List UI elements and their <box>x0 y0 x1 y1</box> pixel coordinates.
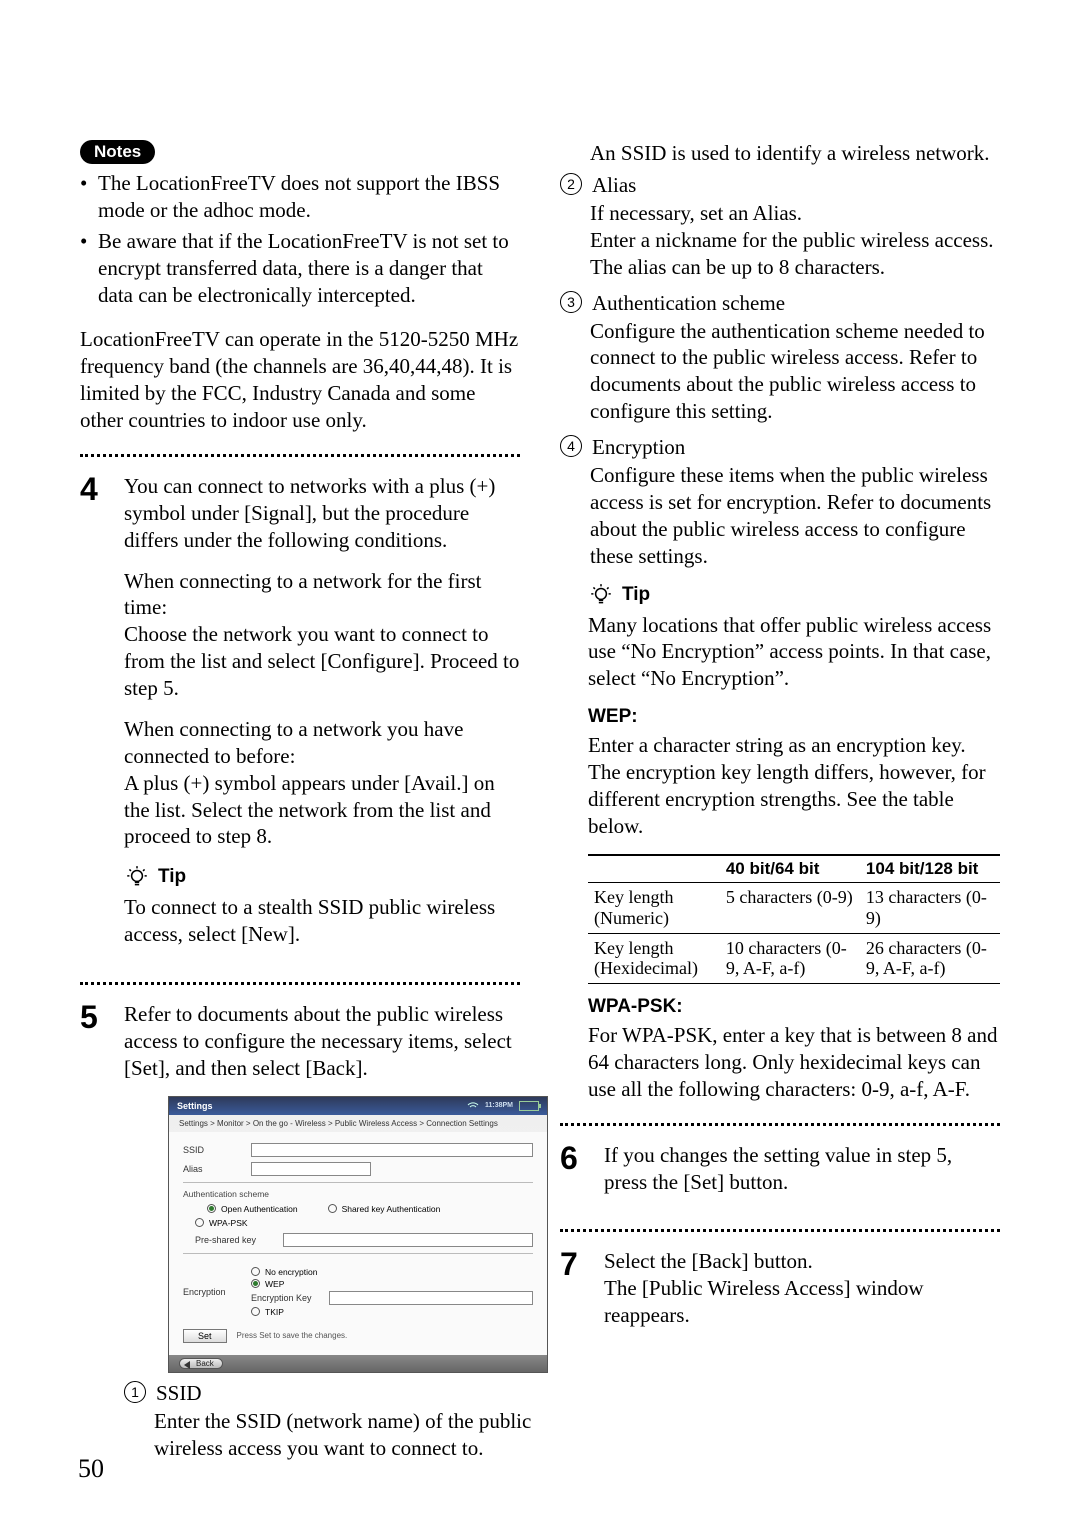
ss-auth-wpa[interactable]: WPA-PSK <box>195 1218 533 1228</box>
ss-auth-open[interactable]: Open Authentication <box>207 1204 298 1214</box>
tip-body: To connect to a stealth SSID public wire… <box>124 894 520 948</box>
step4-first-head: When connecting to a network for the fir… <box>124 568 520 622</box>
step-6: 6 If you changes the setting value in st… <box>560 1142 1000 1210</box>
note-item: The LocationFreeTV does not support the … <box>98 170 520 224</box>
battery-icon <box>519 1101 539 1111</box>
lightbulb-icon <box>588 582 614 608</box>
divider <box>560 1123 1000 1126</box>
table-row: Key length (Numeric) 5 characters (0-9) … <box>588 883 1000 933</box>
ss-titlebar: Settings 11:38PM <box>169 1097 547 1115</box>
ss-enc-wep[interactable]: WEP <box>251 1279 533 1289</box>
step4-intro: You can connect to networks with a plus … <box>124 473 520 554</box>
circled-3: 3 <box>560 291 582 313</box>
ss-enc-none[interactable]: No encryption <box>251 1267 533 1277</box>
ssid-cont: An SSID is used to identify a wireless n… <box>560 140 1000 167</box>
enc-label: Encryption <box>592 435 685 460</box>
ss-ssid-label: SSID <box>183 1145 243 1155</box>
step-4: 4 You can connect to networks with a plu… <box>80 473 520 962</box>
alias-body1: If necessary, set an Alias. <box>560 200 1000 227</box>
step4-before-body: A plus (+) symbol appears under [Avail.]… <box>124 770 520 851</box>
alias-label: Alias <box>592 173 636 198</box>
ss-alias-label: Alias <box>183 1164 243 1174</box>
tip-body-right: Many locations that offer public wireles… <box>560 612 1000 693</box>
step-number: 6 <box>560 1142 584 1210</box>
ss-breadcrumb: Settings > Monitor > On the go - Wireles… <box>169 1115 547 1132</box>
th-104-128: 104 bit/128 bit <box>860 855 1000 883</box>
table-row: Key length (Hexidecimal) 10 characters (… <box>588 933 1000 983</box>
ss-psk-input[interactable] <box>283 1233 533 1247</box>
ssid-label: SSID <box>156 1381 202 1406</box>
ss-back-button[interactable]: Back <box>179 1358 223 1369</box>
wep-body: Enter a character string as an encryptio… <box>560 732 1000 840</box>
divider <box>560 1229 1000 1232</box>
ss-enckey-input[interactable] <box>329 1291 533 1305</box>
ssid-body: Enter the SSID (network name) of the pub… <box>124 1408 548 1462</box>
circled-4: 4 <box>560 435 582 457</box>
ss-psk-label: Pre-shared key <box>195 1235 275 1245</box>
ss-alias-input[interactable] <box>251 1162 371 1176</box>
step-number: 4 <box>80 473 104 962</box>
ss-title: Settings <box>177 1101 213 1111</box>
auth-label: Authentication scheme <box>592 291 785 316</box>
step4-first-body: Choose the network you want to connect t… <box>124 621 520 702</box>
wifi-icon <box>467 1100 479 1112</box>
notes-list: The LocationFreeTV does not support the … <box>80 170 520 308</box>
ss-enckey-label: Encryption Key <box>251 1293 321 1303</box>
step-number: 7 <box>560 1248 584 1343</box>
settings-screenshot: Settings 11:38PM Settings > Monitor > On… <box>168 1096 548 1373</box>
right-column: An SSID is used to identify a wireless n… <box>560 140 1000 1485</box>
ss-set-hint: Press Set to save the changes. <box>237 1331 348 1340</box>
circled-2: 2 <box>560 173 582 195</box>
key-length-table: 40 bit/64 bit 104 bit/128 bit Key length… <box>588 854 1000 984</box>
wpa-body: For WPA-PSK, enter a key that is between… <box>560 1022 1000 1103</box>
notes-badge: Notes <box>80 140 155 164</box>
divider <box>80 982 520 985</box>
step6-body: If you changes the setting value in step… <box>604 1142 1000 1196</box>
enc-body: Configure these items when the public wi… <box>560 462 1000 570</box>
tip-label: Tip <box>622 584 650 606</box>
ss-ssid-input[interactable] <box>251 1143 533 1157</box>
step-7: 7 Select the [Back] button. The [Public … <box>560 1248 1000 1343</box>
ss-auth-title: Authentication scheme <box>183 1189 533 1199</box>
step7-body2: The [Public Wireless Access] window reap… <box>604 1275 1000 1329</box>
alias-body2: Enter a nickname for the public wireless… <box>560 227 1000 281</box>
step-number: 5 <box>80 1001 104 1471</box>
ss-clock: 11:38PM <box>485 1102 513 1109</box>
step4-before-head: When connecting to a network you have co… <box>124 716 520 770</box>
step7-body1: Select the [Back] button. <box>604 1248 1000 1275</box>
step-5: 5 Refer to documents about the public wi… <box>80 1001 520 1471</box>
lightbulb-icon <box>124 864 150 890</box>
tip-label: Tip <box>158 866 186 888</box>
left-column: Notes The LocationFreeTV does not suppor… <box>80 140 520 1485</box>
th-blank <box>588 855 720 883</box>
ss-enc-tkip[interactable]: TKIP <box>251 1307 533 1317</box>
auth-body: Configure the authentication scheme need… <box>560 318 1000 426</box>
tip-row: Tip <box>124 864 520 890</box>
ss-auth-shared[interactable]: Shared key Authentication <box>328 1204 441 1214</box>
note-item: Be aware that if the LocationFreeTV is n… <box>98 228 520 309</box>
tip-row: Tip <box>588 582 1000 608</box>
divider <box>80 454 520 457</box>
ss-enc-title: Encryption <box>183 1287 243 1297</box>
ss-set-button[interactable]: Set <box>183 1329 227 1343</box>
step5-body: Refer to documents about the public wire… <box>124 1001 548 1082</box>
page-number: 50 <box>78 1454 104 1484</box>
wpa-heading: WPA-PSK: <box>588 996 1000 1018</box>
wep-heading: WEP: <box>588 706 1000 728</box>
frequency-paragraph: LocationFreeTV can operate in the 5120-5… <box>80 326 520 434</box>
circled-1: 1 <box>124 1381 146 1403</box>
th-40-64: 40 bit/64 bit <box>720 855 860 883</box>
